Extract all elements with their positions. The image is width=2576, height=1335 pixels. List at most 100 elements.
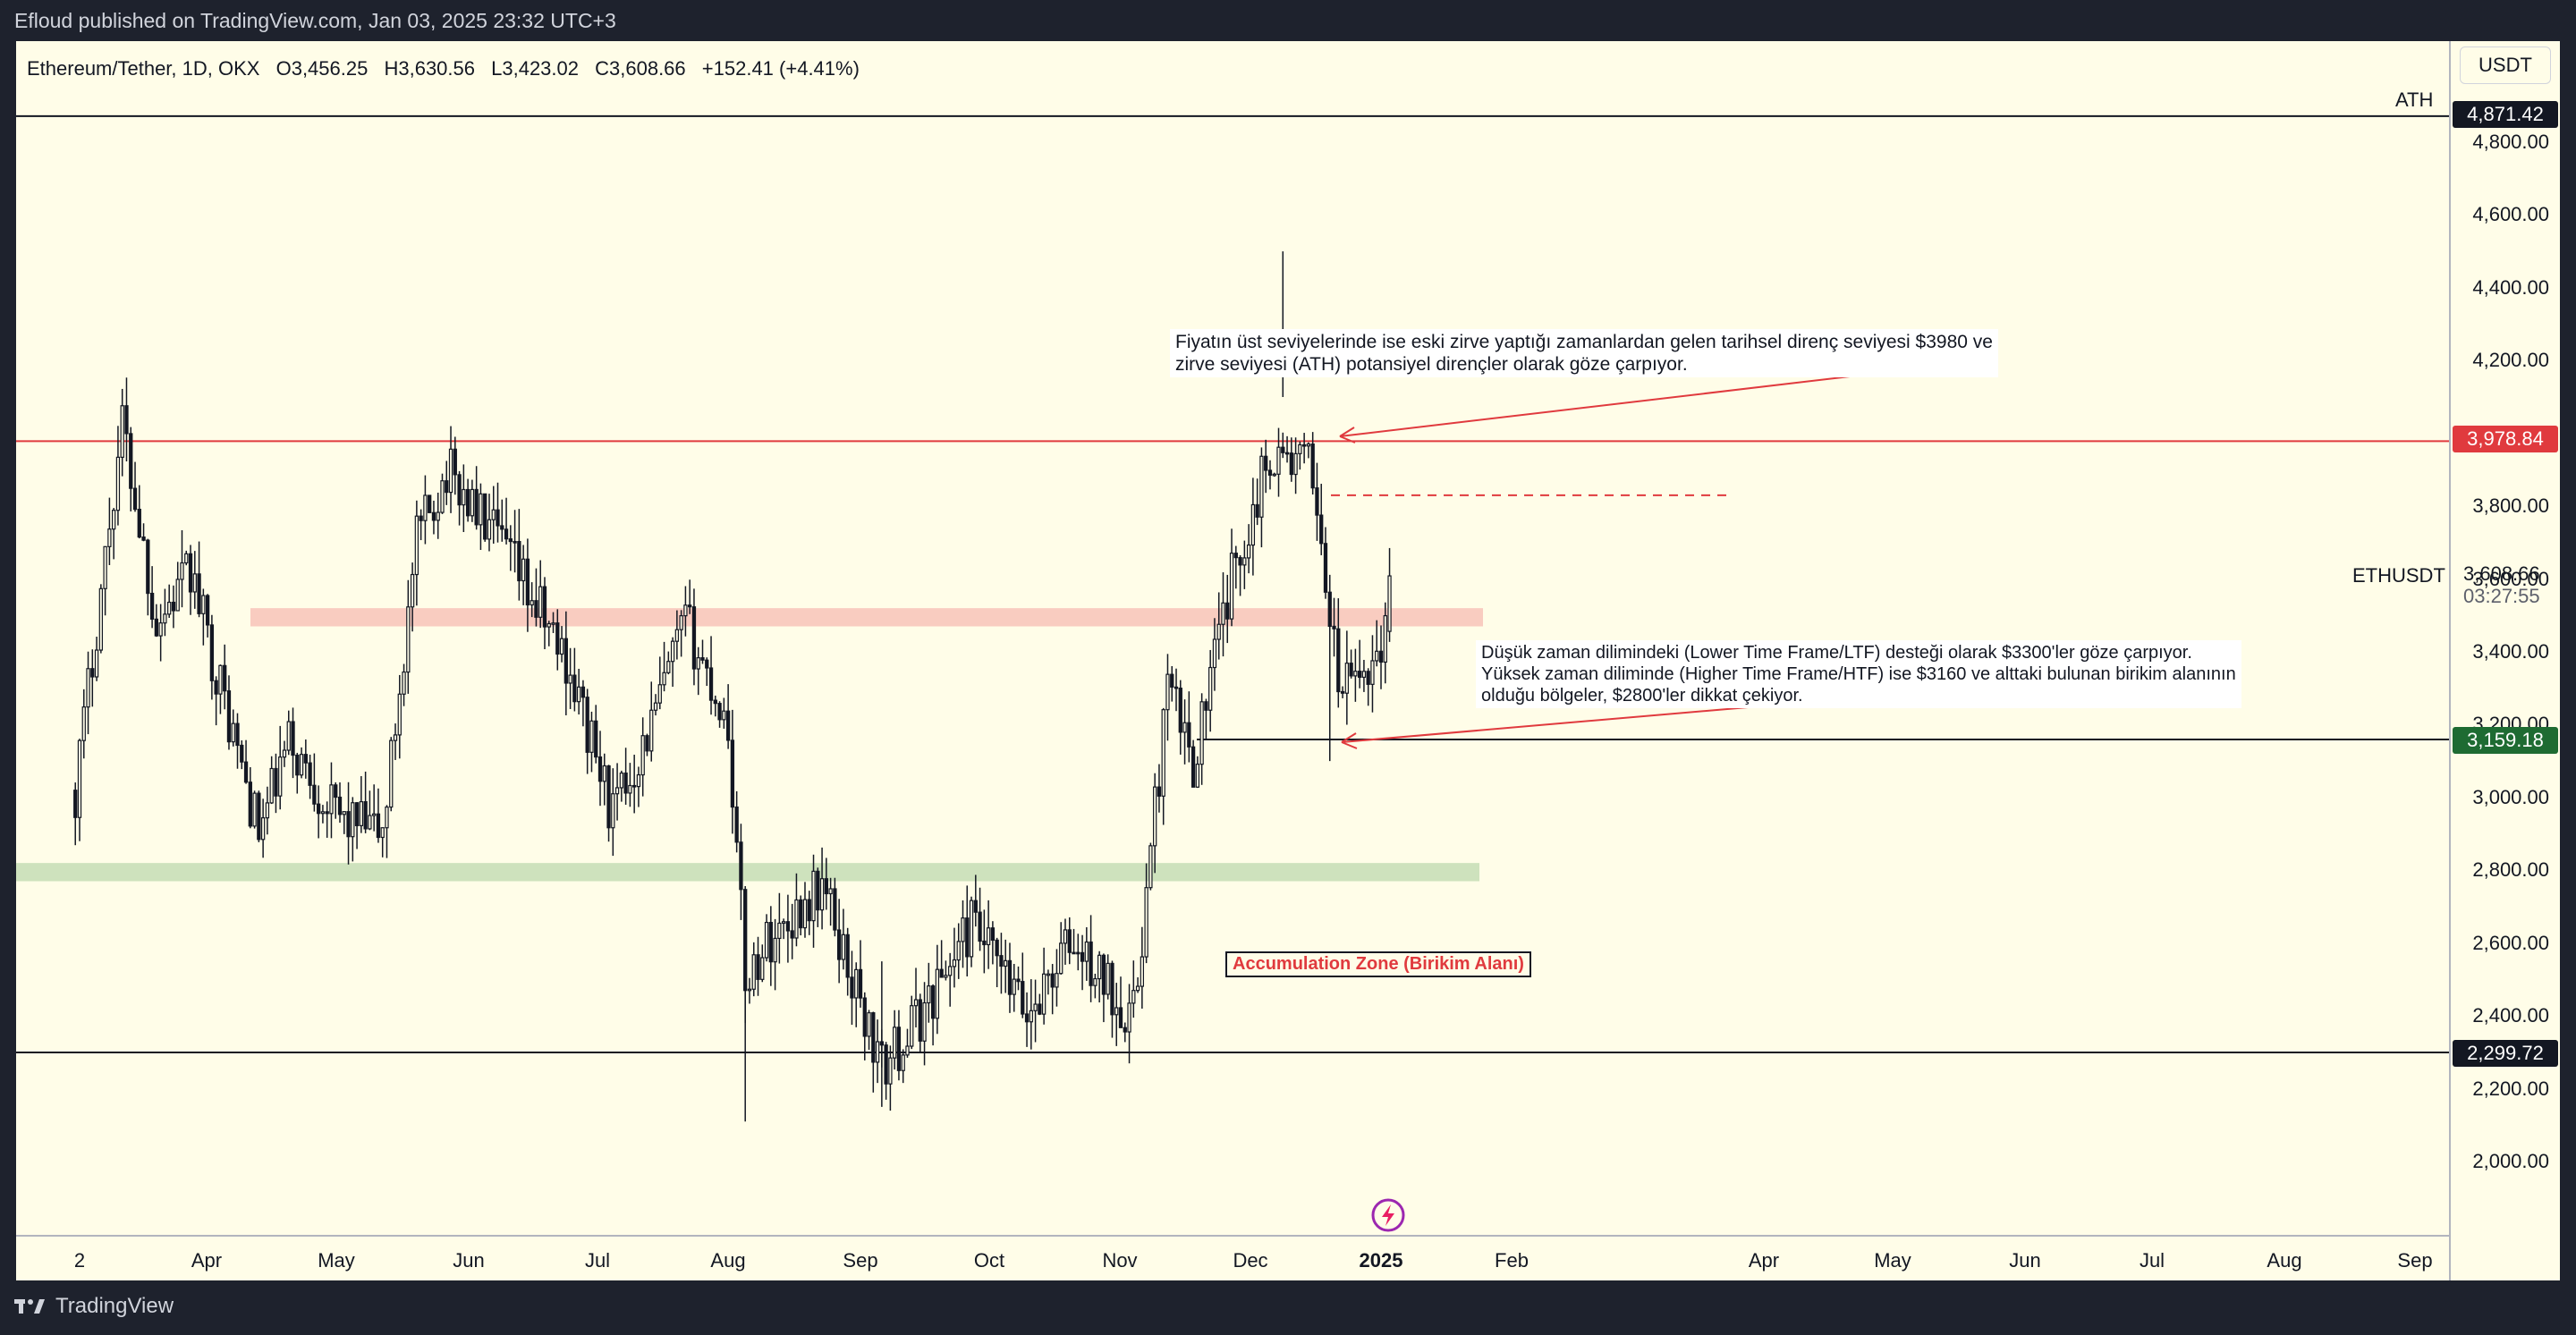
candle-body [465,488,470,517]
candle [858,940,863,1008]
candle-body [1191,746,1196,788]
candle-body [952,959,957,967]
candle [141,523,146,542]
candle [802,882,808,938]
candle [990,921,996,965]
candle-body [500,525,504,530]
candle [1144,863,1148,964]
candle [1093,973,1097,999]
candle [124,377,129,461]
candle [1080,934,1085,991]
candle [691,588,697,686]
candle-body [1242,557,1247,566]
candle-body [316,803,321,815]
time-label: Sep [2397,1249,2433,1272]
candle [1212,618,1217,691]
candle [1255,478,1259,526]
legend-low: L3,423.02 [491,57,579,80]
candle-body [1370,660,1375,685]
candle-body [504,528,509,540]
price-tick: 2,200.00 [2472,1077,2549,1100]
candle-body [214,680,218,695]
time-label: Apr [191,1249,223,1272]
chart-pane[interactable]: Ethereum/Tether, 1D, OKX O3,456.25 H3,63… [16,41,2560,1280]
price-tick: 3,000.00 [2472,785,2549,808]
candle [1004,939,1008,993]
candle-body [129,433,133,489]
candle [956,923,961,979]
time-axis[interactable]: 2 Apr May Jun Jul Aug Sep Oct Nov Dec 2025 Feb Apr Ma… [16,1235,2449,1280]
candle [1221,572,1225,657]
lightning-icon[interactable] [1370,1197,1406,1233]
currency-button[interactable]: USDT [2460,46,2551,84]
time-label: Nov [1102,1249,1138,1272]
candle [329,762,334,839]
price-tick: 2,400.00 [2472,1004,2549,1027]
candle-body [756,954,760,980]
tradingview-logo[interactable]: TradingView [14,1294,174,1319]
candle [282,740,287,767]
candle-body [1315,487,1319,516]
candle [1012,963,1016,1012]
candle [376,788,381,843]
candle-body [1123,1027,1127,1033]
accumulation-zone-label[interactable]: Accumulation Zone (Birikim Alanı) [1225,951,1531,977]
candle-body [1170,673,1174,688]
candle [794,873,799,947]
price-tick: 4,200.00 [2472,349,2549,372]
candle [167,584,172,618]
candle [819,847,825,930]
candle-body [1255,503,1259,518]
candle-body [1076,951,1080,955]
candle-body [1093,977,1097,986]
candle [1055,949,1059,1007]
candle [120,388,124,477]
candle [747,977,752,1004]
candle-body [1012,978,1016,995]
candle-body [628,784,632,794]
candle-body [799,899,803,929]
candle [580,680,586,727]
candle-body [999,955,1004,967]
candle-body [376,813,381,839]
candle [474,466,479,530]
candle [1340,686,1345,698]
support-price-tag: 3,159.18 [2453,727,2558,754]
time-label: 2 [73,1249,86,1272]
candle-body [580,686,586,698]
candle-body [260,817,266,841]
candle [209,614,215,700]
candle-body [440,480,445,513]
candle-body [888,1057,893,1085]
candle-body [1284,452,1290,455]
candle-body [1114,1007,1119,1016]
candle [1157,764,1162,813]
candle [751,942,756,997]
candle-body [342,811,346,815]
price-plot[interactable] [16,41,2449,1235]
candle-body [606,765,611,829]
candle [944,960,948,981]
candle [393,723,398,760]
price-axis[interactable]: USDT 4,800.004,600.004,400.004,200.004,0… [2449,41,2560,1280]
candle-body [683,604,688,617]
candle-body [1238,557,1242,566]
candle [513,510,517,573]
candle [291,707,295,779]
candle [483,493,487,542]
candle-body [858,968,863,999]
resistance-note[interactable]: Fiyatın üst seviyelerinde ise eski zirve… [1170,329,1998,377]
candle [1301,433,1307,464]
support-note[interactable]: Düşük zaman dilimindeki (Lower Time Fram… [1476,640,2241,708]
candle [1336,598,1341,708]
legend-close: C3,608.66 [595,57,686,80]
candle [781,918,786,940]
candle-body [1144,887,1148,958]
candle-body [918,999,922,1042]
legend-symbol[interactable]: Ethereum/Tether, 1D, OKX [27,57,260,80]
candle [312,753,317,812]
symbol-legend: Ethereum/Tether, 1D, OKX O3,456.25 H3,63… [27,57,870,80]
candle-body [811,870,816,922]
candle [1131,960,1136,1018]
candle [986,900,991,969]
